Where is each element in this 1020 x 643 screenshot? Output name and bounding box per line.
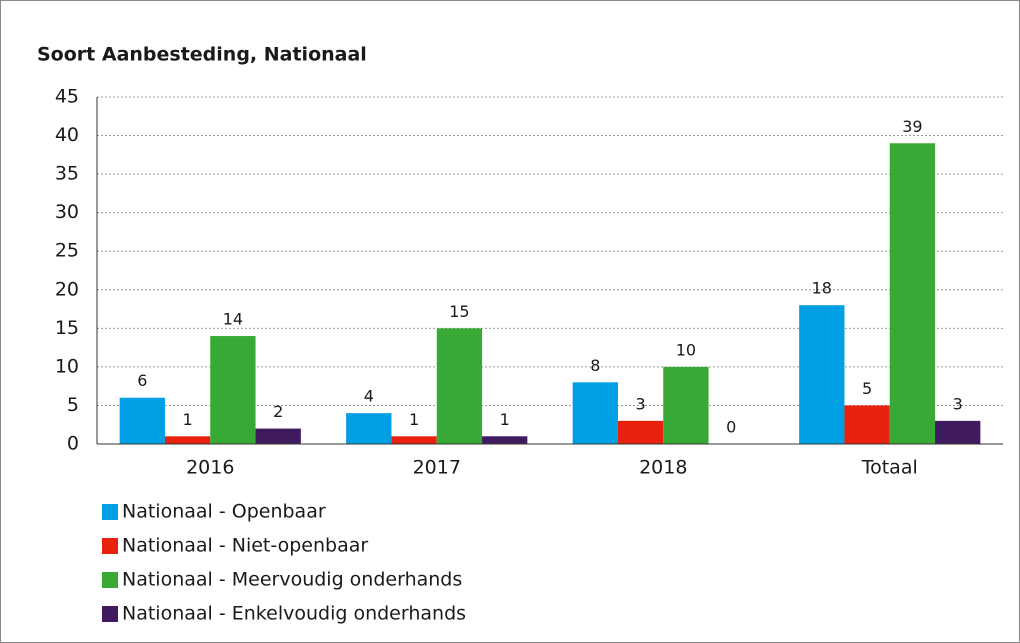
x-tick-label: 2018 bbox=[639, 457, 687, 479]
legend-label: Nationaal - Enkelvoudig onderhands bbox=[122, 603, 466, 625]
x-tick-label: 2016 bbox=[186, 457, 234, 479]
data-label: 15 bbox=[449, 302, 469, 321]
y-tick-label: 25 bbox=[55, 240, 79, 262]
data-label: 1 bbox=[183, 410, 193, 429]
y-tick-label: 20 bbox=[55, 278, 79, 300]
bar bbox=[617, 420, 664, 444]
data-label: 2 bbox=[273, 402, 283, 421]
legend-swatch bbox=[102, 538, 118, 554]
bar bbox=[935, 420, 981, 444]
bar bbox=[663, 366, 709, 444]
legend-label: Nationaal - Openbaar bbox=[122, 501, 326, 523]
y-tick-label: 45 bbox=[55, 86, 79, 108]
bar bbox=[436, 328, 483, 444]
legend-swatch bbox=[102, 572, 118, 588]
bar bbox=[391, 436, 437, 444]
data-label: 10 bbox=[676, 340, 696, 359]
data-label: 1 bbox=[409, 410, 419, 429]
data-label: 39 bbox=[902, 117, 922, 136]
bar bbox=[346, 413, 392, 444]
y-tick-label: 0 bbox=[67, 433, 79, 455]
data-label: 3 bbox=[953, 394, 963, 413]
bar bbox=[164, 436, 211, 444]
x-tick-label: 2017 bbox=[413, 457, 461, 479]
bar bbox=[799, 305, 845, 444]
y-tick-label: 15 bbox=[55, 317, 79, 339]
legend-swatch bbox=[102, 606, 118, 622]
y-tick-label: 10 bbox=[55, 355, 79, 377]
data-label: 4 bbox=[364, 387, 374, 406]
bar bbox=[482, 436, 528, 444]
data-label: 1 bbox=[500, 410, 510, 429]
legend-label: Nationaal - Niet-openbaar bbox=[122, 535, 368, 557]
data-label: 14 bbox=[223, 310, 243, 329]
bar bbox=[889, 143, 936, 444]
data-label: 18 bbox=[812, 279, 832, 298]
bar bbox=[572, 382, 618, 444]
y-tick-label: 30 bbox=[55, 201, 79, 223]
data-label: 0 bbox=[726, 418, 736, 437]
chart-title: Soort Aanbesteding, Nationaal bbox=[37, 44, 367, 66]
data-label: 8 bbox=[590, 356, 600, 375]
y-tick-label: 5 bbox=[67, 394, 79, 416]
data-label: 6 bbox=[137, 371, 147, 390]
bar bbox=[210, 336, 256, 444]
bar bbox=[255, 428, 301, 444]
x-tick-label: Totaal bbox=[861, 457, 918, 479]
data-label: 5 bbox=[862, 379, 872, 398]
bar bbox=[119, 397, 165, 444]
data-label: 3 bbox=[636, 394, 646, 413]
y-tick-label: 40 bbox=[55, 124, 79, 146]
legend-swatch bbox=[102, 504, 118, 520]
bar bbox=[844, 405, 890, 444]
legend-label: Nationaal - Meervoudig onderhands bbox=[122, 569, 462, 591]
y-tick-label: 35 bbox=[55, 163, 79, 185]
